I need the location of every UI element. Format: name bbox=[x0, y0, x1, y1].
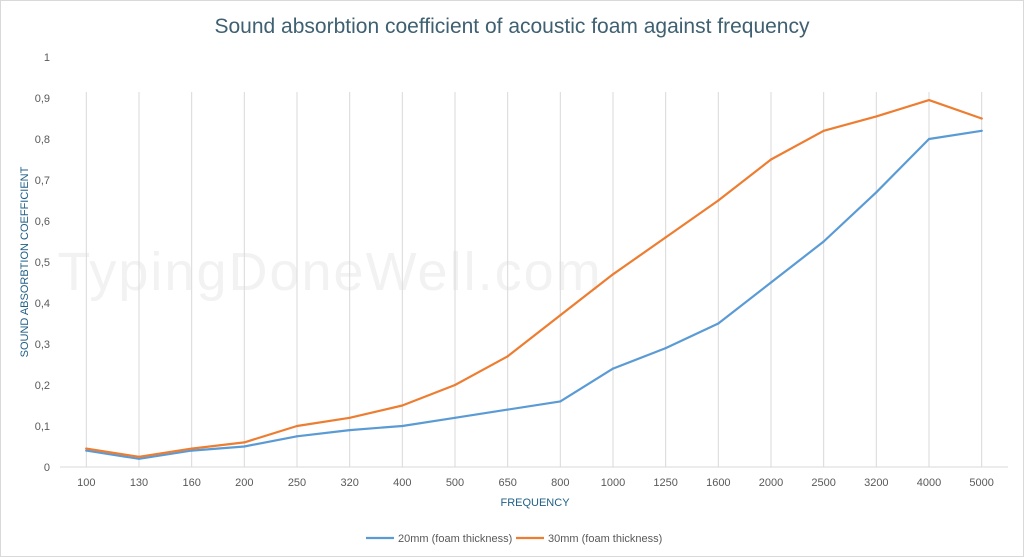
data-point bbox=[137, 457, 141, 460]
y-tick-labels: 0 0,1 0,2 0,3 0,4 0,5 0,6 0,7 0,8 0,9 1 bbox=[35, 52, 50, 474]
x-tick-label: 4000 bbox=[917, 477, 941, 489]
data-point bbox=[717, 322, 720, 325]
data-point bbox=[927, 137, 931, 141]
x-tick-label: 3200 bbox=[864, 477, 888, 489]
data-point bbox=[453, 416, 457, 419]
data-point bbox=[611, 367, 615, 370]
data-point bbox=[717, 199, 720, 202]
y-tick-label: 0 bbox=[44, 462, 50, 474]
data-point bbox=[190, 449, 193, 452]
y-tick-label: 0,6 bbox=[35, 216, 50, 228]
chart-title: Sound absorbtion coefficient of acoustic… bbox=[215, 15, 810, 38]
legend-label-2: 30mm (foam thickness) bbox=[548, 533, 662, 545]
data-point bbox=[348, 416, 351, 419]
legend-label-1: 20mm (foam thickness) bbox=[398, 533, 512, 545]
y-tick-label: 0,9 bbox=[35, 93, 50, 105]
y-axis-label: SOUND ABSORBTION COEFFICIENT bbox=[19, 166, 31, 357]
x-tick-label: 5000 bbox=[969, 477, 993, 489]
x-tick-label: 100 bbox=[77, 477, 95, 489]
x-tick-label: 2500 bbox=[811, 477, 835, 489]
data-point bbox=[875, 191, 878, 194]
y-tick-label: 0,2 bbox=[35, 380, 50, 392]
x-tick-label: 800 bbox=[551, 477, 569, 489]
x-tick-label: 1250 bbox=[653, 477, 677, 489]
x-tick-labels: 100 130 160 200 250 320 400 500 650 800 1000 1250 16… bbox=[77, 477, 994, 489]
y-tick-label: 0,1 bbox=[35, 421, 50, 433]
data-point bbox=[137, 455, 141, 458]
x-tick-label: 160 bbox=[182, 477, 200, 489]
gridlines bbox=[85, 92, 983, 467]
series-line-2 bbox=[85, 98, 983, 458]
data-point bbox=[190, 447, 193, 450]
x-tick-label: 320 bbox=[340, 477, 358, 489]
data-point bbox=[401, 424, 404, 428]
data-point bbox=[822, 129, 825, 132]
data-point bbox=[875, 115, 878, 118]
data-point bbox=[769, 158, 773, 161]
data-point bbox=[453, 383, 457, 387]
series-line-1 bbox=[85, 129, 983, 460]
y-tick-label: 0,8 bbox=[35, 134, 50, 146]
watermark-text: TypingDoneWell.com bbox=[57, 242, 602, 302]
x-tick-label: 1600 bbox=[706, 477, 730, 489]
legend: 20mm (foam thickness) 30mm (foam thicknes… bbox=[366, 533, 662, 545]
data-point bbox=[559, 400, 562, 403]
y-tick-label: 0,7 bbox=[35, 175, 50, 187]
x-tick-label: 1000 bbox=[601, 477, 625, 489]
data-point bbox=[295, 424, 299, 428]
data-point bbox=[85, 449, 88, 452]
data-point bbox=[769, 281, 773, 284]
data-point bbox=[611, 273, 615, 276]
x-tick-label: 500 bbox=[446, 477, 464, 489]
x-tick-label: 200 bbox=[235, 477, 253, 489]
data-point bbox=[980, 129, 983, 132]
x-tick-label: 130 bbox=[130, 477, 148, 489]
data-point bbox=[85, 447, 88, 450]
y-tick-label: 0,3 bbox=[35, 339, 50, 351]
x-tick-label: 250 bbox=[288, 477, 306, 489]
series-lines bbox=[85, 98, 983, 460]
y-tick-label: 0,4 bbox=[35, 298, 50, 310]
data-point bbox=[348, 429, 351, 432]
data-point bbox=[401, 404, 404, 407]
data-point bbox=[664, 236, 667, 239]
data-point bbox=[506, 408, 509, 411]
x-tick-label: 400 bbox=[393, 477, 411, 489]
data-point bbox=[243, 441, 246, 444]
data-point bbox=[506, 355, 509, 358]
y-tick-label: 1 bbox=[44, 52, 50, 64]
x-tick-label: 650 bbox=[498, 477, 516, 489]
data-point bbox=[559, 314, 562, 317]
data-point bbox=[980, 117, 983, 120]
data-point bbox=[927, 98, 931, 102]
data-point bbox=[295, 435, 299, 438]
x-axis-label: FREQUENCY bbox=[500, 497, 570, 509]
data-point bbox=[243, 445, 246, 448]
data-point bbox=[664, 347, 667, 350]
data-point bbox=[822, 240, 825, 243]
y-tick-label: 0,5 bbox=[35, 257, 50, 269]
x-tick-label: 2000 bbox=[759, 477, 783, 489]
